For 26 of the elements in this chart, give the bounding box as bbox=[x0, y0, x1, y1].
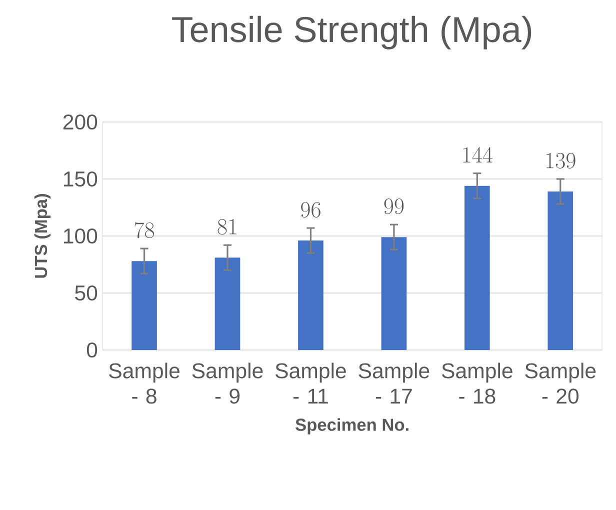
bar bbox=[548, 192, 574, 350]
y-axis-title: UTS (Mpa) bbox=[34, 194, 51, 278]
chart-title: Tensile Strength (Mpa) bbox=[172, 16, 532, 50]
data-label: 139 bbox=[546, 152, 576, 169]
y-tick-label: 100 bbox=[64, 228, 98, 244]
y-tick-label: 50 bbox=[75, 285, 98, 301]
x-tick-label: Sample - 17 bbox=[358, 362, 430, 404]
bar bbox=[381, 237, 407, 350]
x-tick-label: Sample - 8 bbox=[109, 362, 180, 404]
data-label: 144 bbox=[463, 147, 493, 162]
x-tick-label: Sample - 20 bbox=[525, 362, 596, 404]
y-tick-label: 150 bbox=[64, 171, 98, 187]
bar bbox=[132, 261, 157, 350]
data-label: 96 bbox=[301, 202, 320, 218]
data-label: 99 bbox=[384, 198, 404, 214]
x-tick-label: Sample - 11 bbox=[276, 362, 346, 404]
bar bbox=[214, 258, 240, 350]
x-tick-label: Sample - 18 bbox=[442, 362, 512, 404]
y-tick-label: 0 bbox=[86, 342, 98, 358]
data-label: 78 bbox=[134, 222, 154, 238]
bar bbox=[464, 186, 490, 350]
x-tick-label: Sample - 9 bbox=[192, 362, 263, 404]
bar bbox=[298, 240, 324, 350]
data-label: 81 bbox=[218, 219, 236, 235]
y-tick-label: 200 bbox=[63, 114, 98, 130]
x-axis-title: Specimen No. bbox=[296, 418, 408, 434]
